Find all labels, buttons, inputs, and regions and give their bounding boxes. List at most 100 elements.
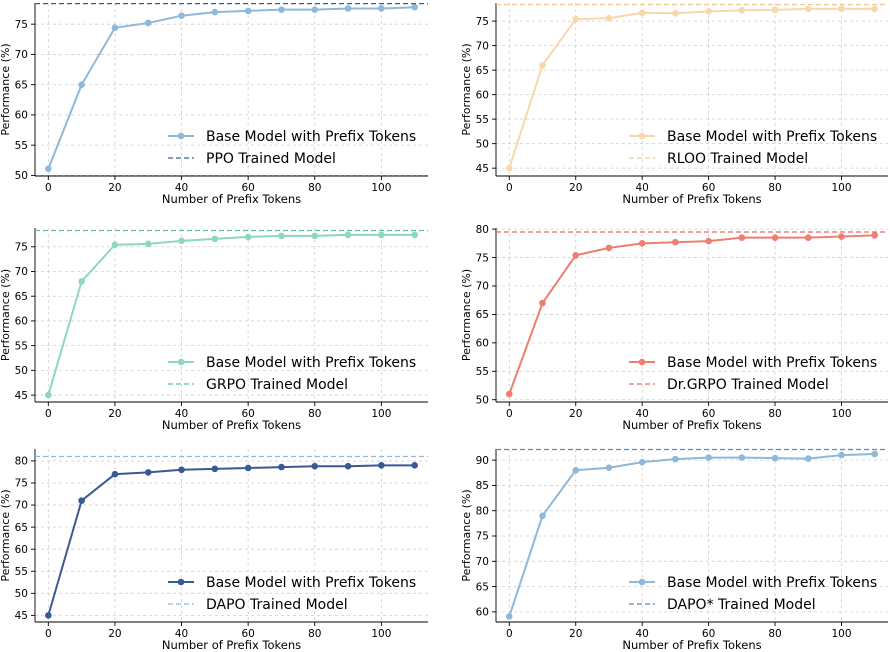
legend-label: PPO Trained Model	[206, 151, 336, 167]
data-point	[411, 231, 418, 239]
x-tick-label: 20	[569, 182, 582, 194]
series-line	[47, 464, 415, 616]
data-point	[838, 233, 845, 240]
y-tick-label: 65	[476, 581, 489, 593]
data-point	[672, 455, 679, 463]
data-point	[672, 238, 679, 246]
x-tick-label: 80	[768, 182, 781, 194]
data-point	[311, 6, 319, 13]
data-point	[45, 165, 52, 173]
data-point	[278, 6, 285, 13]
legend-entry: DAPO Trained Model	[168, 597, 348, 613]
legend-label: Base Model with Prefix Tokens	[206, 575, 416, 591]
x-tick-label: 20	[108, 628, 121, 640]
x-tick-label: 20	[569, 628, 582, 640]
x-axis-label: Number of Prefix Tokens	[622, 418, 761, 432]
data-point	[178, 466, 185, 474]
legend-entry: RLOO Trained Model	[629, 151, 808, 167]
x-tick-label: 80	[768, 628, 781, 640]
chart-panel-3: 0 20 40 60 80 100 45 50 55 60 65 70 75 Number of Pref…	[0, 228, 428, 432]
data-point	[344, 462, 352, 470]
y-tick-label: 55	[15, 566, 28, 578]
data-point	[111, 241, 119, 249]
y-tick-label: 60	[15, 544, 28, 556]
series-line	[47, 233, 415, 396]
data-point	[344, 231, 352, 239]
y-tick-label: 60	[476, 338, 489, 350]
y-tick-label: 75	[15, 19, 28, 31]
data-point	[804, 455, 812, 462]
x-tick-label: 0	[45, 182, 52, 194]
y-tick-label: 80	[476, 224, 489, 236]
legend-label: Dr.GRPO Trained Model	[667, 377, 829, 393]
y-tick-label: 45	[476, 163, 489, 175]
y-tick-label: 55	[476, 114, 489, 126]
data-point	[705, 8, 712, 15]
legend-entry: Dr.GRPO Trained Model	[629, 377, 829, 393]
x-tick-label: 40	[635, 182, 648, 194]
chart-panel-1: 0 20 40 60 80 100 50 55 60 65 70 75 Number of Prefix…	[0, 3, 428, 206]
data-point	[311, 232, 319, 240]
y-tick-label: 85	[476, 480, 489, 492]
y-axis-label: Performance (%)	[460, 269, 473, 361]
data-point	[771, 454, 779, 462]
data-point	[638, 240, 646, 247]
data-point	[178, 237, 185, 245]
x-axis-label: Number of Prefix Tokens	[622, 638, 761, 652]
y-tick-label: 75	[476, 531, 489, 543]
series-line	[508, 7, 875, 169]
y-tick-label: 60	[15, 110, 28, 122]
y-axis-label: Performance (%)	[0, 43, 12, 135]
y-axis-label: Performance (%)	[0, 269, 12, 361]
x-tick-label: 40	[175, 628, 188, 640]
data-point	[539, 299, 546, 307]
legend-label: Base Model with Prefix Tokens	[667, 355, 877, 371]
y-axis-label: Performance (%)	[460, 43, 473, 135]
y-tick-label: 75	[15, 241, 28, 253]
y-tick-label: 60	[15, 316, 28, 328]
x-tick-label: 0	[506, 408, 513, 420]
y-tick-label: 70	[476, 281, 489, 293]
data-point	[572, 15, 580, 23]
x-tick-label: 100	[831, 182, 851, 194]
x-tick-label: 0	[45, 628, 52, 640]
data-point	[378, 462, 385, 469]
x-tick-label: 60	[702, 408, 715, 420]
x-tick-label: 40	[175, 182, 188, 194]
x-tick-label: 100	[831, 628, 851, 640]
chart-panel-6: 0 20 40 60 80 100 60 65 70 75 80 85 90 Number of Pref…	[460, 448, 888, 652]
data-point	[638, 9, 646, 17]
y-tick-label: 55	[15, 340, 28, 352]
data-point	[45, 391, 52, 399]
series-line	[47, 6, 415, 170]
legend-entry: Base Model with Prefix Tokens	[629, 355, 877, 371]
x-axis-label: Number of Prefix Tokens	[162, 418, 301, 432]
data-point	[539, 61, 546, 69]
legend-label: Base Model with Prefix Tokens	[206, 129, 416, 145]
x-tick-label: 40	[175, 408, 188, 420]
y-tick-label: 75	[15, 478, 28, 490]
legend-swatch-marker	[177, 358, 185, 366]
y-tick-label: 70	[476, 556, 489, 568]
x-tick-label: 100	[371, 628, 391, 640]
data-point	[871, 5, 879, 13]
data-point	[738, 234, 746, 241]
chart-panel-2: 0 20 40 60 80 100 45 50 55 60 65 70 75 Number of Pref…	[460, 3, 888, 206]
y-tick-label: 55	[15, 140, 28, 152]
data-point	[144, 469, 152, 476]
x-tick-label: 60	[241, 408, 254, 420]
y-tick-label: 70	[15, 500, 28, 512]
y-tick-label: 65	[15, 291, 28, 303]
x-tick-label: 100	[371, 182, 391, 194]
x-tick-label: 100	[371, 408, 391, 420]
chart-panel-5: 0 20 40 60 80 100 45 50 55 60 65 70 75 80 Number of Pr…	[0, 449, 428, 652]
x-tick-label: 0	[45, 408, 52, 420]
legend-entry: DAPO* Trained Model	[629, 597, 816, 613]
x-tick-label: 60	[241, 182, 254, 194]
legend-label: Base Model with Prefix Tokens	[206, 355, 416, 371]
x-tick-label: 0	[506, 182, 513, 194]
data-point	[278, 463, 285, 471]
y-tick-label: 80	[476, 505, 489, 517]
data-point	[605, 464, 613, 472]
data-point	[111, 470, 119, 478]
